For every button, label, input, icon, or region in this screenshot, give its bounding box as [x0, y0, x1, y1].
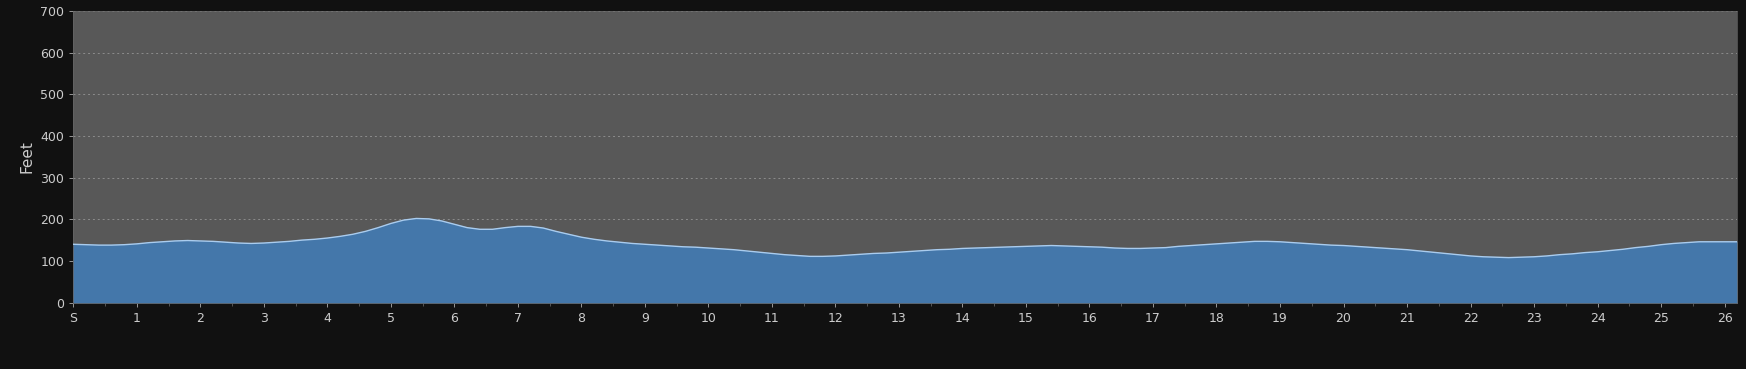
- Y-axis label: Feet: Feet: [19, 140, 35, 173]
